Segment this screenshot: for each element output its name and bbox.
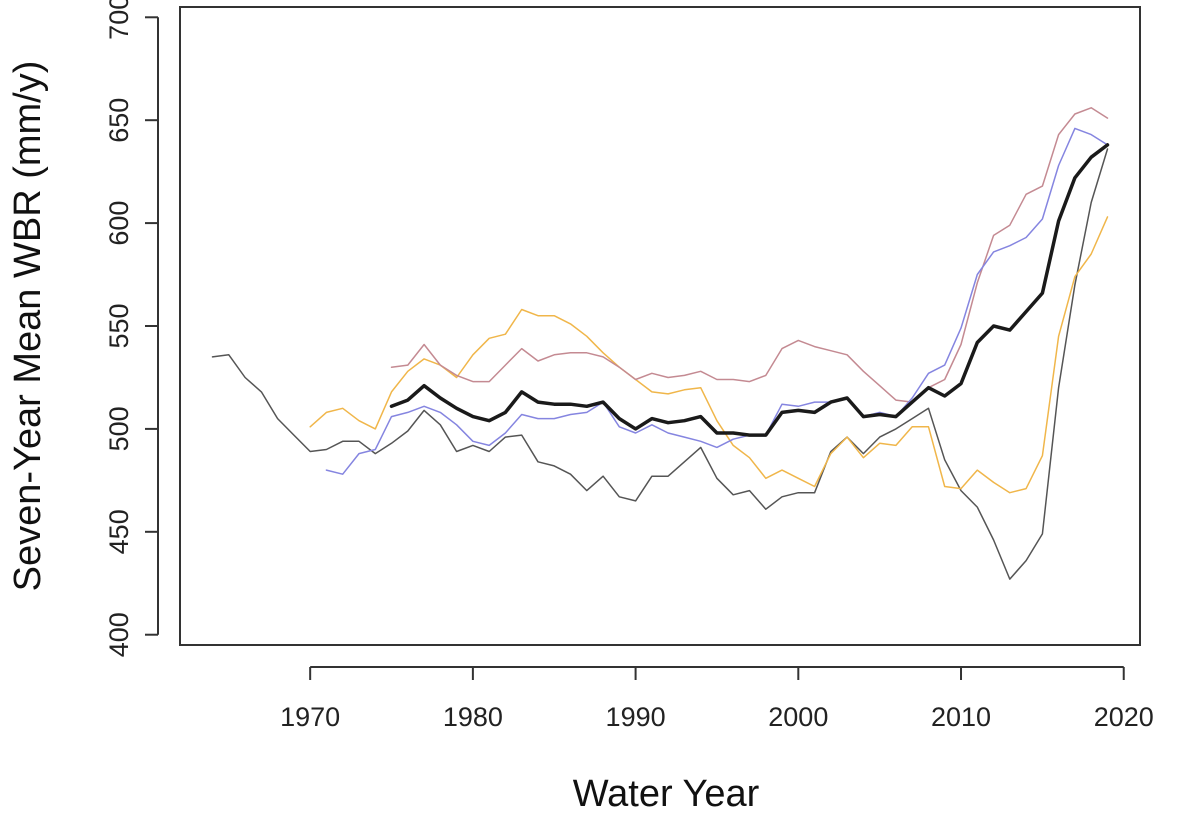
x-tick-label: 2010 [931,702,991,732]
plot-frame [179,6,1141,646]
x-tick-label: 1980 [443,702,503,732]
x-tick-label: 2000 [768,702,828,732]
x-axis: 1970 1980 1990 2000 2010 2020 [280,666,1154,732]
y-tick-label: 650 [104,98,134,143]
x-tick-label: 1990 [606,702,666,732]
y-tick-label: 600 [104,201,134,246]
series-line-3 [390,107,1109,403]
series-layer [211,107,1110,580]
series-line-5 [389,143,1110,437]
y-tick-label: 500 [104,406,134,451]
y-tick-label: 700 [104,0,134,40]
series-line-4 [325,127,1109,475]
x-tick-label: 1970 [280,702,340,732]
series-line-1 [211,148,1109,580]
x-axis-title: Water Year [573,773,760,815]
series-line-2 [309,216,1109,494]
y-axis: 400 450 500 550 600 650 700 [104,0,159,657]
y-tick-label: 400 [104,612,134,657]
x-tick-label: 2020 [1094,702,1154,732]
y-tick-label: 550 [104,303,134,348]
y-tick-label: 450 [104,509,134,554]
y-axis-title: Seven-Year Mean WBR (mm/y) [7,61,49,592]
